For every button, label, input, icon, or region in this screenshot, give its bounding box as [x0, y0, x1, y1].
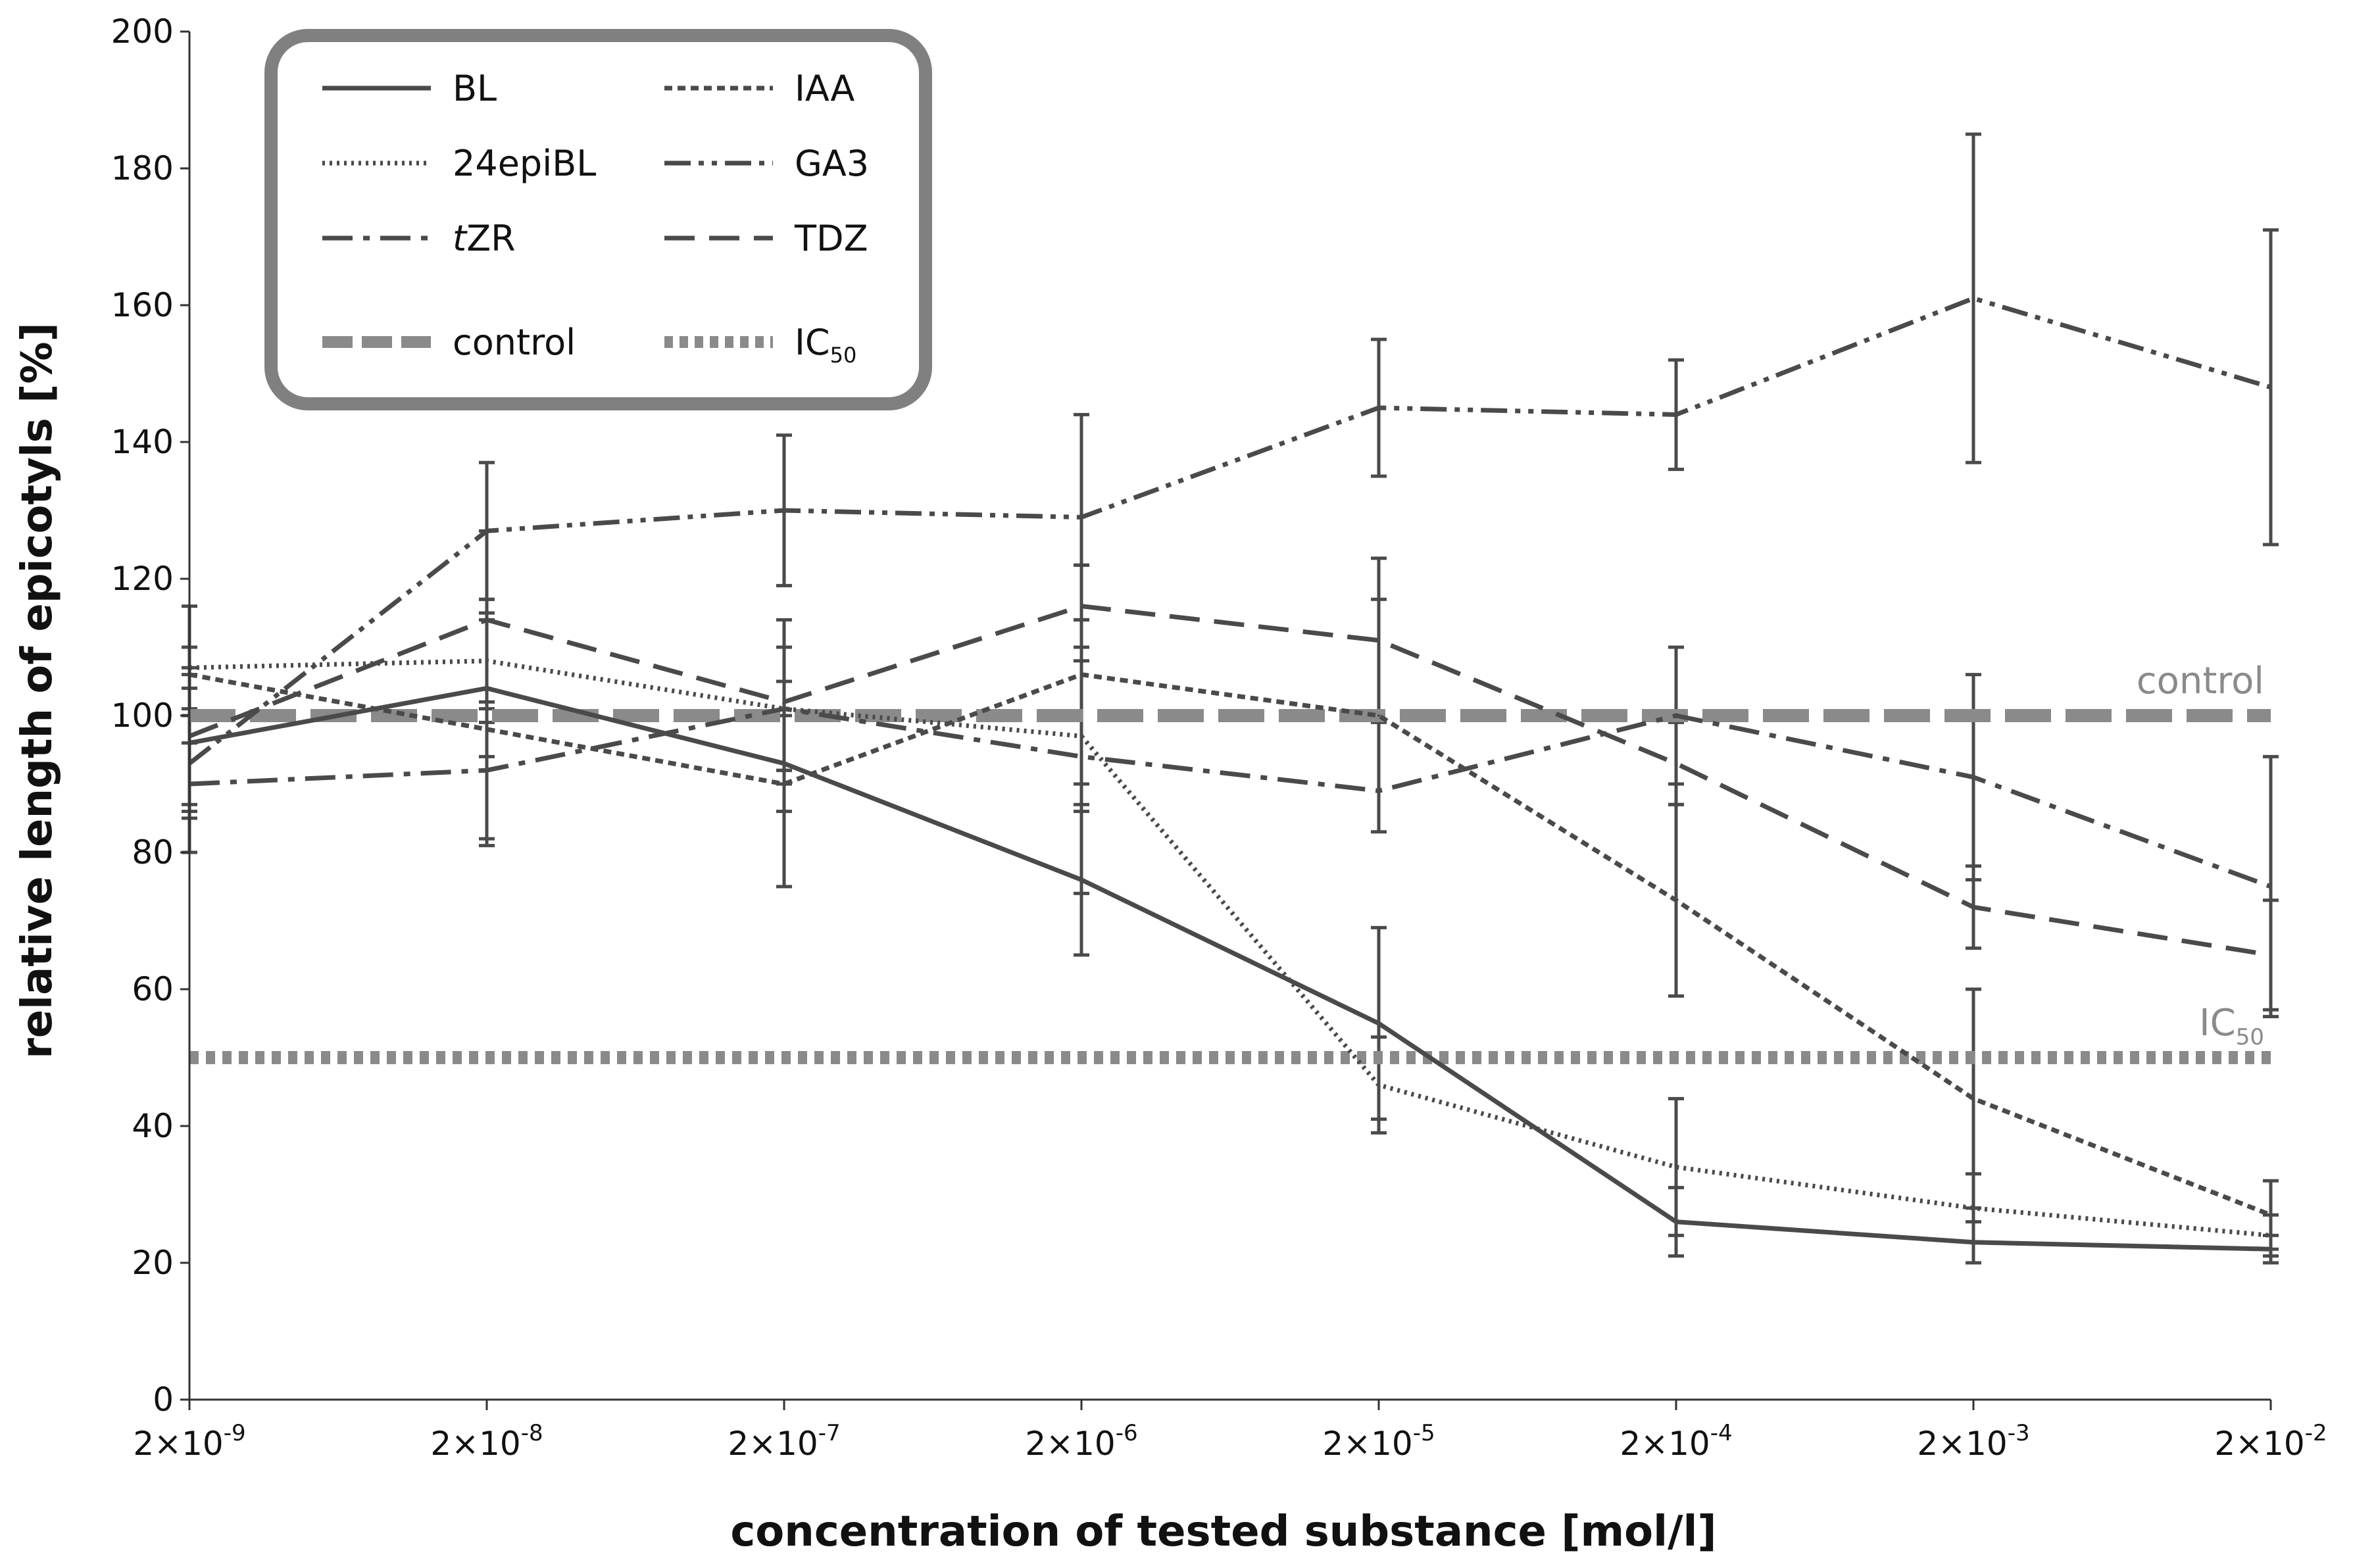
y-tick-labels: 0 20 40 60 80 100 120 140 160 180 200: [111, 12, 174, 1419]
legend-label: control: [453, 322, 576, 363]
series-line-iaa: [189, 672, 2272, 1217]
data-point-tzr: [783, 707, 785, 710]
data-point-ga3: [783, 509, 785, 512]
data-point-ga3: [1080, 516, 1083, 519]
data-point-24epibl: [1675, 1165, 1677, 1169]
data-point-iaa: [1080, 673, 1083, 676]
x-tick-labels: 2×10-9 2×10-8 2×10-7 2×10-6 2×10-5 2×10-4 2×10…: [133, 1420, 2327, 1463]
data-point-bl: [1377, 1022, 1380, 1025]
data-point-bl: [1972, 1240, 1975, 1244]
y-tick-label: 60: [132, 970, 174, 1008]
reference-labels: control IC50: [2137, 660, 2264, 1050]
data-point-ga3: [1972, 297, 1975, 300]
data-point-ga3: [2269, 385, 2272, 389]
legend-label: IAA: [795, 68, 854, 109]
legend-label: IC50: [795, 322, 856, 368]
data-point-tzr: [1675, 714, 1677, 717]
data-point-bl: [783, 762, 785, 765]
series-line-ga3: [187, 296, 2272, 766]
data-point-bl: [485, 687, 488, 690]
data-point-bl: [1675, 1220, 1677, 1223]
data-point-tdz: [1080, 604, 1083, 608]
series-line-tdz: [188, 604, 2271, 958]
x-tick-label: 2×10-9: [133, 1420, 245, 1463]
data-point-iaa: [1972, 1097, 1975, 1100]
legend: BL IAA 24epiBL GA3 tZR TDZ control IC50: [264, 29, 932, 410]
x-tick-label: 2×10-3: [1917, 1420, 2029, 1463]
data-point-tdz: [1972, 906, 1975, 909]
x-tick-label: 2×10-8: [430, 1420, 543, 1463]
data-point-tzr: [1377, 789, 1380, 793]
y-tick-label: 40: [132, 1107, 174, 1145]
data-point-iaa: [1377, 714, 1380, 717]
data-point-ga3: [1377, 406, 1380, 409]
data-point-tdz: [2269, 954, 2272, 956]
legend-label: GA3: [795, 143, 869, 184]
x-axis-title: concentration of tested substance [mol/l…: [730, 1507, 1716, 1556]
y-tick-label: 160: [111, 286, 174, 324]
series-line-24epibl: [189, 658, 2271, 1238]
reference-label-control: control: [2137, 660, 2264, 702]
y-tick-label: 120: [111, 560, 174, 598]
data-point-iaa: [783, 783, 785, 785]
y-tick-label: 100: [111, 697, 174, 735]
x-tick-label: 2×10-6: [1025, 1420, 1137, 1463]
axes: [180, 30, 2272, 1410]
data-point-bl: [1080, 878, 1083, 881]
data-point-ga3: [485, 529, 488, 533]
data-point-tzr: [485, 769, 488, 772]
data-point-iaa: [485, 727, 488, 731]
data-point-iaa: [2269, 1213, 2272, 1217]
reference-label-ic: IC50: [2199, 1002, 2264, 1050]
data-point-tdz: [485, 618, 488, 622]
data-point-tzr: [1972, 775, 1975, 779]
data-point-iaa: [1675, 898, 1677, 902]
data-point-tzr: [1080, 755, 1083, 758]
y-tick-label: 0: [153, 1381, 174, 1419]
legend-label: TDZ: [794, 218, 868, 259]
y-tick-label: 140: [111, 423, 174, 461]
series-lines: [187, 296, 2272, 1252]
series-line-bl: [189, 685, 2271, 1252]
x-tick-label: 2×10-4: [1620, 1420, 1732, 1463]
data-point-tzr: [2269, 885, 2272, 888]
legend-label: 24epiBL: [453, 143, 596, 184]
y-axis-title: relative length of epicotyls [%]: [13, 322, 62, 1059]
x-tick-label: 2×10-5: [1322, 1420, 1435, 1463]
legend-label: tZR: [453, 218, 516, 259]
y-tick-label: 80: [132, 833, 174, 871]
legend-box: [264, 29, 932, 410]
legend-label: BL: [453, 68, 497, 109]
y-tick-label: 200: [111, 12, 174, 51]
data-point-tdz: [1377, 639, 1380, 642]
data-point-tdz: [783, 700, 785, 704]
data-point-bl: [2269, 1248, 2272, 1251]
data-point-24epibl: [1080, 735, 1083, 738]
y-tick-label: 20: [132, 1244, 174, 1282]
x-tick-label: 2×10-7: [728, 1420, 840, 1463]
data-point-tdz: [1675, 762, 1677, 765]
reference-lines: [189, 709, 2271, 1064]
data-point-24epibl: [1972, 1206, 1975, 1210]
y-tick-label: 180: [111, 149, 174, 187]
data-point-ga3: [1675, 413, 1677, 416]
series-line-tzr: [189, 706, 2272, 889]
data-point-24epibl: [2269, 1234, 2272, 1237]
data-point-24epibl: [485, 659, 488, 662]
data-point-24epibl: [1377, 1083, 1380, 1087]
x-tick-label: 2×10-2: [2214, 1420, 2327, 1463]
